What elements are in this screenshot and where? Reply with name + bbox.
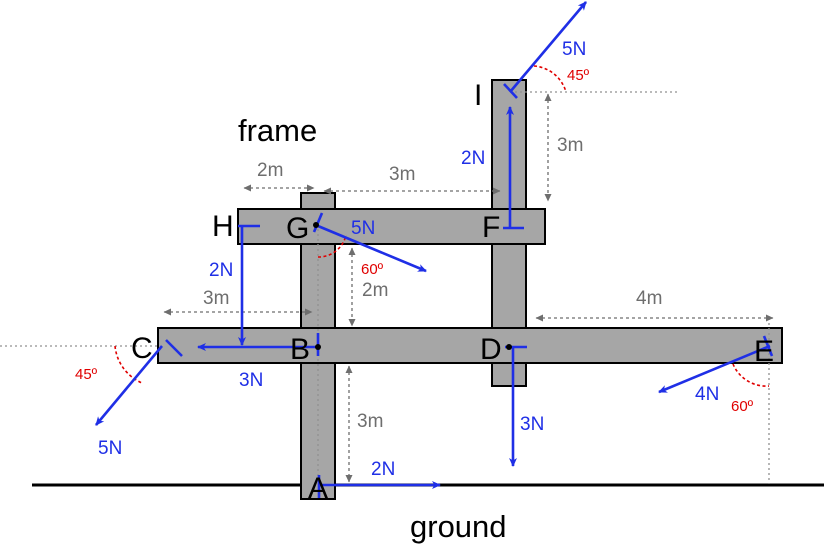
dimension-label-de: 4m: [636, 288, 662, 309]
beam-horizontal-bottom: [157, 327, 783, 364]
dimension-label-cb: 3m: [203, 288, 229, 309]
point-label-d: D: [480, 333, 502, 366]
point-label-g: G: [286, 212, 309, 245]
point-label-e: E: [754, 335, 774, 368]
force-label-g: 5N: [351, 218, 375, 239]
angle-arc-c: [114, 345, 143, 384]
joint-dot-g: [313, 222, 319, 228]
point-label-f: F: [482, 211, 500, 244]
force-label-a: 2N: [371, 459, 395, 480]
angle-label-i: 45º: [567, 67, 590, 84]
force-arrow-g: [312, 212, 427, 273]
force-arrow-e: [658, 335, 774, 394]
dimension-label-fi: 3m: [557, 135, 583, 156]
dimension-label-gf: 3m: [389, 164, 415, 185]
force-label-h: 2N: [209, 260, 233, 281]
point-label-i: I: [474, 79, 482, 112]
angle-arc-i: [533, 65, 567, 93]
force-label-i: 5N: [562, 39, 586, 60]
dimension-label-gb: 2m: [362, 280, 388, 301]
force-arrow-h: [238, 224, 260, 346]
force-arrow-i: [503, 1, 587, 99]
force-arrow-c: [95, 339, 183, 426]
angle-label-e: 60º: [731, 398, 754, 415]
joint-dot-d: [506, 344, 512, 350]
force-label-f: 2N: [461, 148, 485, 169]
point-label-b: B: [290, 333, 310, 366]
dimension-label-ba: 3m: [357, 411, 383, 432]
angle-label-g: 60º: [361, 261, 384, 278]
angle-label-c: 45º: [75, 366, 98, 383]
force-label-e: 4N: [695, 384, 719, 405]
point-label-c: C: [131, 332, 153, 365]
force-arrow-f: [503, 106, 524, 230]
force-arrow-a: [317, 475, 441, 498]
joint-dot-b: [315, 344, 321, 350]
dimension-label-hg: 2m: [257, 160, 283, 181]
point-label-h: H: [212, 210, 234, 243]
force-label-b: 3N: [239, 370, 263, 391]
force-label-d: 3N: [520, 414, 544, 435]
point-label-a: A: [308, 472, 328, 505]
frame-caption: frame: [238, 113, 317, 148]
force-label-c: 5N: [98, 438, 122, 459]
ground-caption: ground: [410, 509, 507, 544]
angle-arc-e: [732, 363, 770, 387]
